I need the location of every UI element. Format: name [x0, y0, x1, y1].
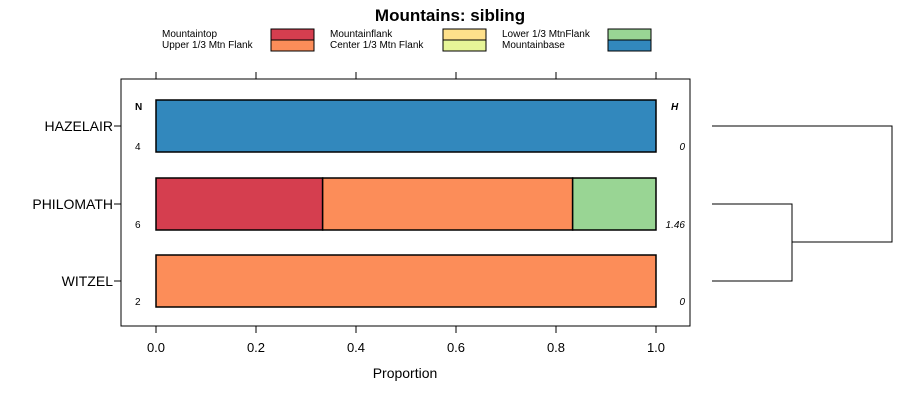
legend-swatch [607, 39, 652, 52]
x-tick-label: 0.8 [547, 340, 565, 355]
bars [155, 99, 657, 308]
x-tick-label: 0.0 [147, 340, 165, 355]
bar-segment [571, 177, 657, 231]
legend-label: Upper 1/3 Mtn Flank [162, 40, 254, 51]
h-value: 1.46 [666, 220, 686, 231]
category-label: HAZELAIR [45, 118, 113, 134]
n-value: 2 [135, 297, 141, 308]
bar-segment [155, 254, 657, 308]
n-value: 6 [135, 220, 141, 231]
h-value: 0 [679, 297, 685, 308]
annotations: N H 4 0 6 1.46 2 0 [135, 102, 685, 308]
legend-swatch [442, 28, 487, 41]
legend-label: Center 1/3 Mtn Flank [330, 40, 424, 51]
plot-frame [120, 78, 691, 327]
legend-swatch [442, 39, 487, 52]
h-header: H [671, 102, 679, 113]
legend-swatch [607, 28, 652, 41]
chart-title: Mountains: sibling [375, 6, 525, 25]
category-label: PHILOMATH [32, 196, 113, 212]
dendrogram [712, 125, 893, 282]
legend-label: Mountaintop [162, 29, 217, 40]
n-header: N [135, 102, 142, 113]
legend-label: Mountainflank [330, 29, 393, 40]
x-tick-label: 1.0 [647, 340, 665, 355]
bar-segment [321, 177, 574, 231]
category-label: WITZEL [62, 273, 114, 289]
axes: 0.0 0.2 0.4 0.6 0.8 1.0 HAZELAIR PHILOMATH WITZE… [32, 72, 665, 355]
legend-label: Lower 1/3 MtnFlank [502, 29, 591, 40]
bar-segment [155, 99, 657, 153]
legend-label: Mountainbase [502, 40, 565, 51]
legend-swatch [270, 28, 315, 41]
dendrogram-branches [712, 125, 893, 282]
legend-swatch [270, 39, 315, 52]
x-tick-label: 0.2 [247, 340, 265, 355]
x-axis-title: Proportion [373, 365, 438, 381]
bar-segment [155, 177, 324, 231]
x-tick-label: 0.6 [447, 340, 465, 355]
n-value: 4 [135, 142, 141, 153]
x-tick-label: 0.4 [347, 340, 365, 355]
h-value: 0 [679, 142, 685, 153]
